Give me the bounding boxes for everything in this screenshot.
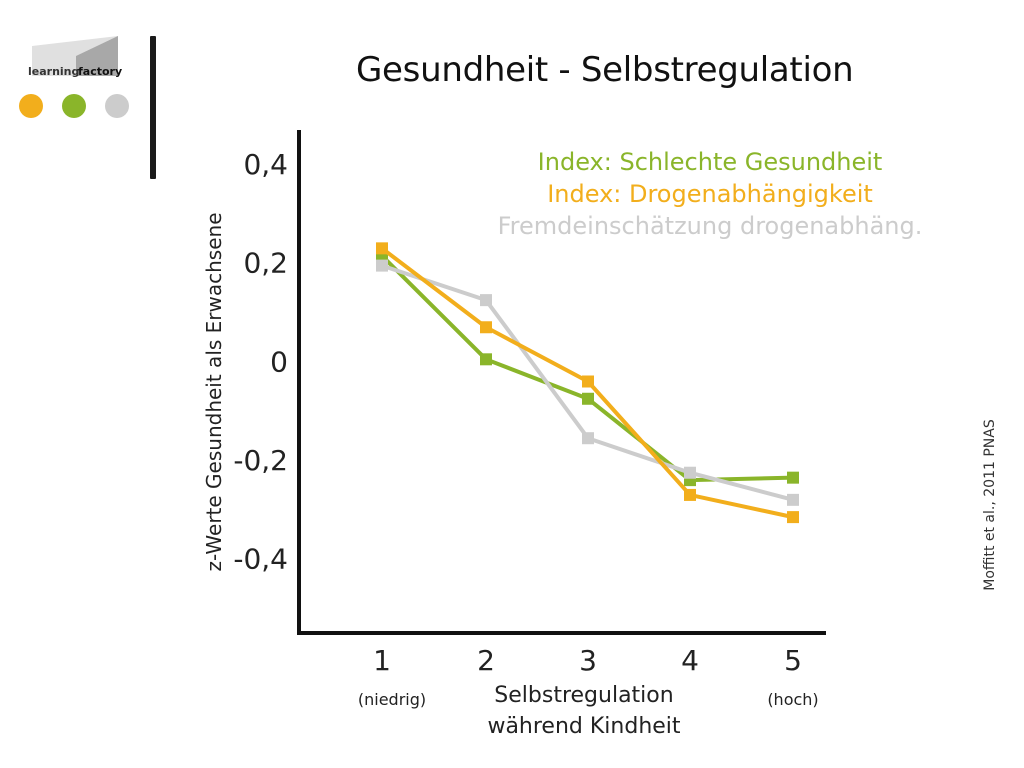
grey-dot-icon	[105, 94, 129, 118]
x-high-label: (hoch)	[767, 690, 818, 709]
green-dot-icon	[62, 94, 86, 118]
logo-dots	[19, 94, 129, 118]
y-tick-label: 0,2	[243, 247, 288, 280]
y-tick-label: 0	[270, 345, 288, 378]
data-point-marker	[480, 321, 492, 334]
x-tick-label: 3	[579, 644, 597, 677]
series-line	[380, 254, 794, 483]
y-tick-label: -0,2	[233, 444, 288, 477]
learning-factory-logo: learning factory	[28, 36, 122, 78]
data-point-marker	[480, 294, 492, 307]
x-tick-label: 2	[477, 644, 495, 677]
x-tick-label: 1	[373, 644, 391, 677]
page-title: Gesundheit - Selbstregulation	[356, 50, 854, 90]
data-point-marker	[787, 493, 799, 506]
data-point-marker	[684, 466, 696, 479]
x-axis-title-line1: Selbstregulation	[494, 683, 673, 708]
data-point-marker	[582, 432, 594, 445]
y-tick-label: -0,4	[233, 543, 288, 576]
x-axis-title-line2: während Kindheit	[487, 714, 680, 739]
legend-entry: Index: Drogenabhängigkeit	[547, 180, 873, 208]
legend-entry: Index: Schlechte Gesundheit	[538, 148, 883, 176]
y-axis-title: z-Werte Gesundheit als Erwachsene	[202, 213, 226, 572]
orange-dot-icon	[19, 94, 43, 118]
data-point-marker	[376, 259, 388, 272]
data-point-marker	[582, 375, 594, 388]
data-point-marker	[376, 242, 388, 255]
data-point-marker	[787, 471, 799, 484]
data-point-marker	[582, 392, 594, 405]
data-point-marker	[480, 353, 492, 366]
data-point-marker	[787, 511, 799, 524]
svg-text:factory: factory	[78, 65, 122, 78]
x-tick-label: 4	[681, 644, 699, 677]
svg-text:learning: learning	[28, 65, 79, 78]
x-low-label: (niedrig)	[358, 690, 426, 709]
y-tick-label: 0,4	[243, 148, 288, 181]
legend-entry: Fremdeinschätzung drogenabhäng.	[498, 212, 923, 240]
divider-bar	[150, 36, 156, 179]
data-point-marker	[684, 488, 696, 501]
x-tick-label: 5	[784, 644, 802, 677]
